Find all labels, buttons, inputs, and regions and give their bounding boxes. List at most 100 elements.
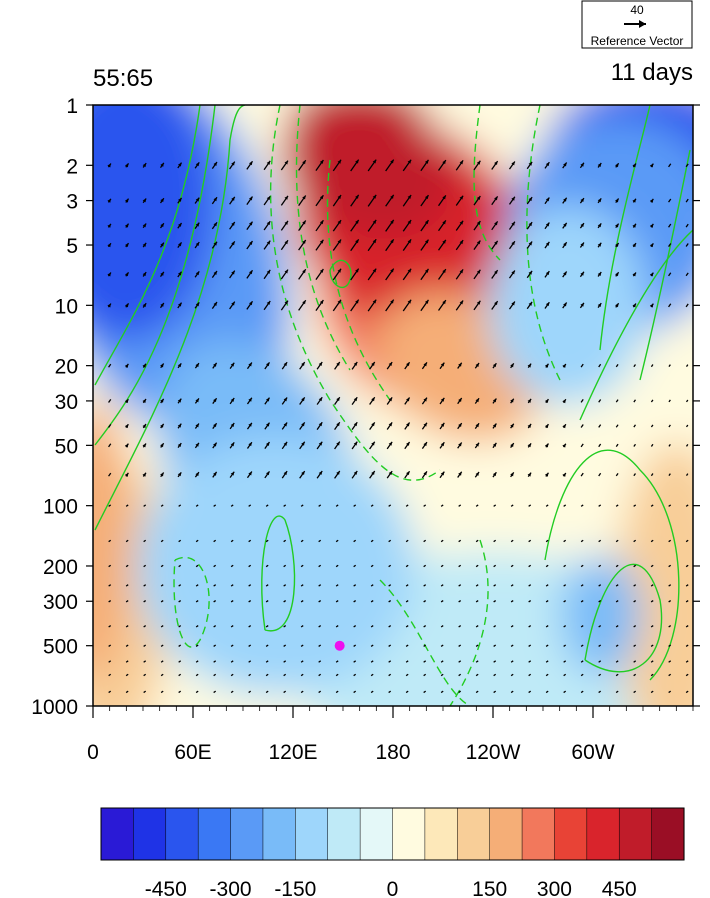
wind-vector bbox=[475, 660, 479, 663]
wind-vector bbox=[668, 690, 672, 694]
wind-vector bbox=[125, 660, 129, 663]
wind-vector-head bbox=[511, 270, 515, 275]
wind-vector bbox=[545, 644, 549, 647]
wind-vector bbox=[528, 625, 532, 628]
contour-solid bbox=[584, 563, 663, 673]
wind-vector-head bbox=[213, 197, 217, 202]
wind-vector bbox=[615, 364, 619, 368]
colorbar-tick-label: 450 bbox=[602, 878, 637, 898]
wind-vector bbox=[300, 504, 304, 507]
colorbar-tick-label: -300 bbox=[210, 878, 252, 898]
wind-vector bbox=[143, 564, 147, 568]
colorbar-frame bbox=[100, 807, 685, 861]
wind-vector-head bbox=[476, 221, 481, 226]
wind-vector bbox=[143, 600, 147, 603]
wind-vector-head bbox=[336, 361, 340, 366]
wind-vector-head bbox=[423, 471, 427, 476]
wind-vector-head bbox=[195, 398, 199, 403]
wind-vector bbox=[475, 564, 479, 568]
wind-vector-head bbox=[160, 242, 164, 247]
wind-vector-head bbox=[195, 162, 200, 167]
wind-vector-head bbox=[492, 423, 497, 428]
wind-vector-head bbox=[248, 241, 253, 245]
colorbar-tick-label: -150 bbox=[274, 878, 316, 898]
wind-vector bbox=[580, 472, 584, 477]
colorbar-swatch bbox=[165, 807, 199, 861]
wind-vector bbox=[563, 564, 567, 568]
y-tick-label: 10 bbox=[55, 295, 78, 318]
wind-vector bbox=[388, 644, 392, 647]
title-left: 55:65 bbox=[93, 65, 153, 92]
wind-vector-head bbox=[107, 163, 111, 168]
wind-vector bbox=[685, 473, 689, 476]
wind-vector-head bbox=[494, 221, 498, 226]
colorbar-tick-label: 150 bbox=[472, 878, 507, 898]
wind-vector-head bbox=[178, 302, 182, 307]
wind-vector-head bbox=[563, 162, 567, 167]
wind-vector-head bbox=[511, 221, 515, 226]
wind-vector-head bbox=[615, 242, 619, 247]
x-tick-label: 60W bbox=[571, 741, 614, 764]
wind-vector-head bbox=[125, 303, 129, 308]
wind-vector bbox=[563, 584, 567, 587]
wind-vector bbox=[405, 625, 409, 628]
colorbar-swatch bbox=[586, 807, 620, 861]
wind-vector-head bbox=[160, 162, 164, 167]
wind-vector bbox=[440, 673, 444, 677]
wind-vector bbox=[650, 539, 654, 543]
wind-vector bbox=[388, 660, 392, 663]
wind-vector-head bbox=[302, 300, 306, 305]
wind-vector-head bbox=[563, 197, 567, 202]
wind-vector bbox=[195, 584, 199, 587]
wind-vector-head bbox=[544, 399, 549, 404]
wind-vector-head bbox=[178, 162, 182, 167]
wind-vector-head bbox=[545, 222, 550, 227]
colorbar-swatch bbox=[392, 807, 426, 861]
contour-dashed bbox=[295, 105, 351, 371]
wind-vector bbox=[353, 690, 357, 694]
wind-vector-head bbox=[248, 161, 253, 166]
wind-vector bbox=[458, 644, 462, 647]
wind-vector-head bbox=[142, 303, 147, 308]
wind-vector-head bbox=[125, 163, 129, 168]
wind-vector-head bbox=[475, 362, 480, 367]
wind-vector-head bbox=[388, 471, 393, 476]
wind-vector-head bbox=[527, 472, 532, 477]
wind-vector-head bbox=[424, 195, 429, 200]
wind-vector bbox=[598, 690, 602, 694]
wind-vector-head bbox=[372, 268, 377, 273]
wind-vector-head bbox=[562, 472, 566, 477]
wind-vector-head bbox=[160, 302, 164, 307]
wind-vector-head bbox=[562, 443, 566, 448]
wind-vector bbox=[178, 673, 182, 677]
wind-vector-head bbox=[492, 442, 497, 447]
wind-vector-head bbox=[475, 471, 480, 476]
wind-vector bbox=[370, 584, 374, 587]
wind-vector bbox=[650, 600, 654, 603]
wind-vector bbox=[493, 644, 497, 647]
wind-vector-head bbox=[528, 301, 533, 306]
colorbar-swatch bbox=[197, 807, 232, 861]
wind-vector-head bbox=[160, 198, 164, 203]
wind-vector bbox=[580, 443, 584, 448]
wind-vector bbox=[668, 364, 671, 368]
wind-vector bbox=[598, 399, 602, 403]
wind-vector bbox=[423, 625, 427, 628]
wind-vector bbox=[388, 673, 392, 677]
wind-vector bbox=[580, 690, 584, 694]
wind-vector bbox=[248, 660, 252, 663]
wind-vector bbox=[580, 363, 584, 368]
y-tick-label: 30 bbox=[55, 391, 78, 414]
wind-vector-head bbox=[615, 272, 619, 277]
wind-vector-head bbox=[407, 159, 412, 164]
wind-vector bbox=[405, 564, 409, 568]
wind-vector-head bbox=[353, 470, 358, 475]
wind-vector bbox=[650, 473, 654, 477]
wind-vector-head bbox=[632, 223, 636, 228]
wind-vector-head bbox=[318, 441, 323, 446]
wind-vector bbox=[318, 625, 322, 628]
wind-vector-head bbox=[336, 441, 340, 446]
wind-vector-head bbox=[124, 363, 129, 368]
wind-vector bbox=[143, 625, 147, 628]
wind-vector bbox=[178, 690, 182, 694]
